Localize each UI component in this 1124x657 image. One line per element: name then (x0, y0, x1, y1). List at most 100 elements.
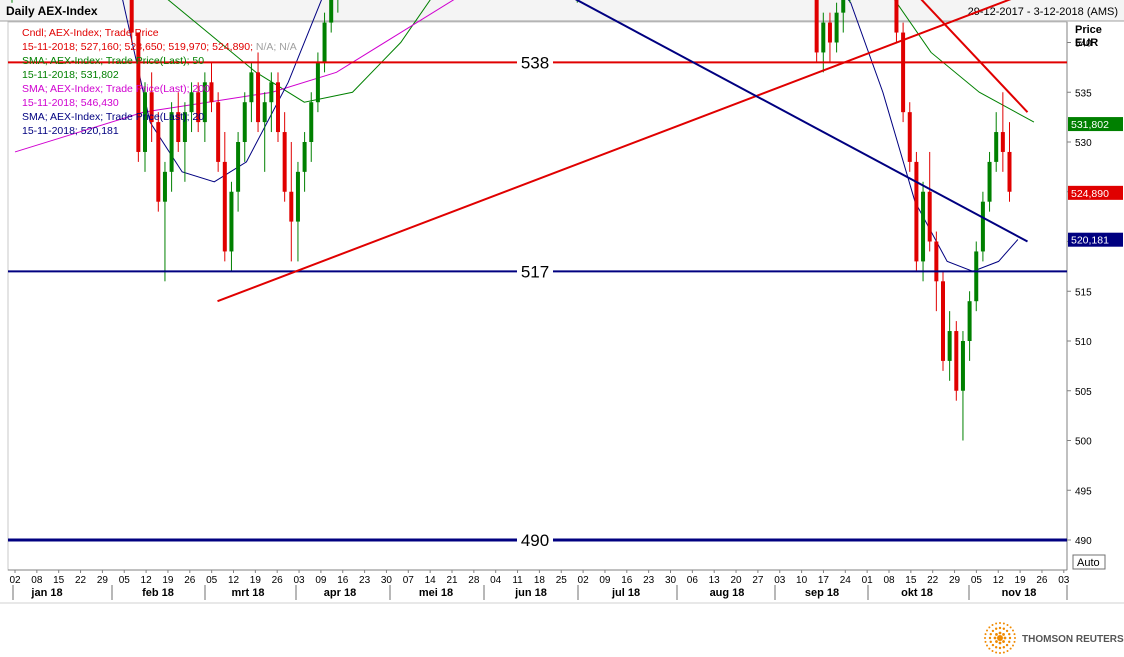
x-tick-label: 24 (840, 575, 852, 586)
candle (841, 0, 846, 33)
candle (143, 82, 147, 172)
candle (242, 92, 247, 162)
auto-scale-button[interactable] (1072, 554, 1106, 570)
svg-text:524,890: 524,890 (1071, 188, 1109, 200)
support-downtrend-line (574, 0, 1028, 243)
candle (914, 151, 919, 272)
x-tick-label: 09 (315, 575, 327, 586)
candle (216, 92, 221, 172)
candle (921, 181, 926, 282)
month-label: mrt 18 (231, 587, 264, 599)
candle (222, 132, 227, 262)
candle (941, 271, 945, 371)
chart-title: Daily AEX-Index (6, 4, 98, 18)
x-tick-label: 19 (1015, 575, 1027, 586)
candle (927, 151, 932, 252)
candle (169, 102, 174, 192)
price-label: 531,802 (1068, 117, 1123, 132)
resistance-downtrend-line (920, 0, 1029, 113)
candle (901, 22, 906, 123)
x-tick-label: 12 (141, 575, 153, 586)
candle (337, 0, 339, 13)
x-tick-label: 26 (184, 575, 196, 586)
candle (980, 191, 985, 262)
sma-line (122, 0, 1019, 272)
x-tick-label: 07 (403, 575, 415, 586)
month-label: jun 18 (514, 587, 547, 599)
month-label: jan 18 (30, 587, 62, 599)
x-tick-label: 23 (359, 575, 371, 586)
x-axis: 02 08 15 22 29 05 12 19 26 05 12 19 26 03 09 16 23 30 07 14… (8, 569, 1070, 600)
candle (256, 52, 261, 133)
y-tick-label: 500 (1075, 437, 1092, 448)
candle (229, 181, 234, 272)
thomson-reuters-logo-icon (984, 622, 1016, 654)
svg-text:520,181: 520,181 (1071, 235, 1109, 247)
candle (196, 82, 201, 133)
x-tick-label: 11 (512, 575, 523, 586)
legend-entry: SMA; AEX-Index; Trade Price(Last); 200 (22, 83, 210, 95)
x-tick-label: 14 (425, 575, 437, 586)
x-tick-label: 03 (1058, 575, 1070, 586)
candle (156, 112, 161, 212)
price-label: 520,181 (1068, 232, 1123, 247)
x-tick-label: 12 (993, 575, 1005, 586)
y-tick-label: 505 (1075, 387, 1092, 398)
y-axis: 4904955005055105155205255305355405455505… (1067, 39, 1123, 547)
month-label: jul 18 (611, 587, 640, 599)
y-tick-label: 530 (1075, 138, 1092, 149)
price-label: 524,890 (1068, 185, 1123, 200)
x-tick-label: 15 (53, 575, 65, 586)
x-tick-label: 16 (621, 575, 633, 586)
candle (987, 151, 992, 212)
candle-layer (11, 0, 1012, 441)
level-layer: 573538517490 (8, 52, 1067, 550)
x-tick-label: 03 (774, 575, 786, 586)
x-tick-label: 20 (730, 575, 742, 586)
candle (189, 82, 194, 133)
level-label: 490 (521, 531, 549, 550)
candle (249, 62, 254, 123)
candle (262, 92, 267, 172)
x-tick-label: 28 (468, 575, 480, 586)
x-tick-label: 29 (97, 575, 109, 586)
candle (309, 92, 314, 162)
candle (954, 321, 959, 401)
candle (994, 112, 999, 172)
date-range: 29-12-2017 - 3-12-2018 (AMS) (968, 6, 1118, 18)
plot-area[interactable] (7, 21, 1068, 571)
x-tick-label: 08 (31, 575, 43, 586)
candle (967, 291, 972, 361)
header-bar (0, 0, 1124, 21)
candle (947, 311, 952, 381)
x-tick-label: 26 (272, 575, 284, 586)
x-tick-label: 29 (949, 575, 961, 586)
y-tick-label: 540 (1075, 39, 1092, 50)
x-tick-label: 02 (578, 575, 590, 586)
legend-entry: SMA; AEX-Index; Trade Price(Last); 50 (22, 55, 204, 67)
x-tick-label: 27 (752, 575, 764, 586)
legend-entry: SMA; AEX-Index; Trade Price(Last); 20 (22, 111, 204, 123)
watermark: THOMSON REUTERS (1022, 634, 1124, 645)
trend-layer (217, 0, 1029, 303)
month-label: aug 18 (710, 587, 745, 599)
candle (182, 102, 187, 182)
candle (907, 102, 912, 172)
x-tick-label: 13 (709, 575, 721, 586)
level-label: 538 (521, 53, 549, 72)
candle (129, 0, 134, 43)
candle (1007, 122, 1012, 202)
x-tick-label: 15 (905, 575, 917, 586)
candle (162, 161, 167, 282)
legend-entry: 15-11-2018; 520,181 (22, 125, 119, 137)
candle (209, 62, 214, 113)
x-tick-label: 04 (490, 575, 502, 586)
candle (1000, 92, 1005, 172)
x-tick-label: 09 (599, 575, 611, 586)
x-tick-label: 16 (337, 575, 349, 586)
sma-line (167, 0, 1035, 123)
candle (269, 72, 274, 133)
auto-scale-label: Auto (1077, 557, 1100, 569)
x-tick-label: 25 (556, 575, 568, 586)
svg-text:531,802: 531,802 (1071, 119, 1109, 131)
